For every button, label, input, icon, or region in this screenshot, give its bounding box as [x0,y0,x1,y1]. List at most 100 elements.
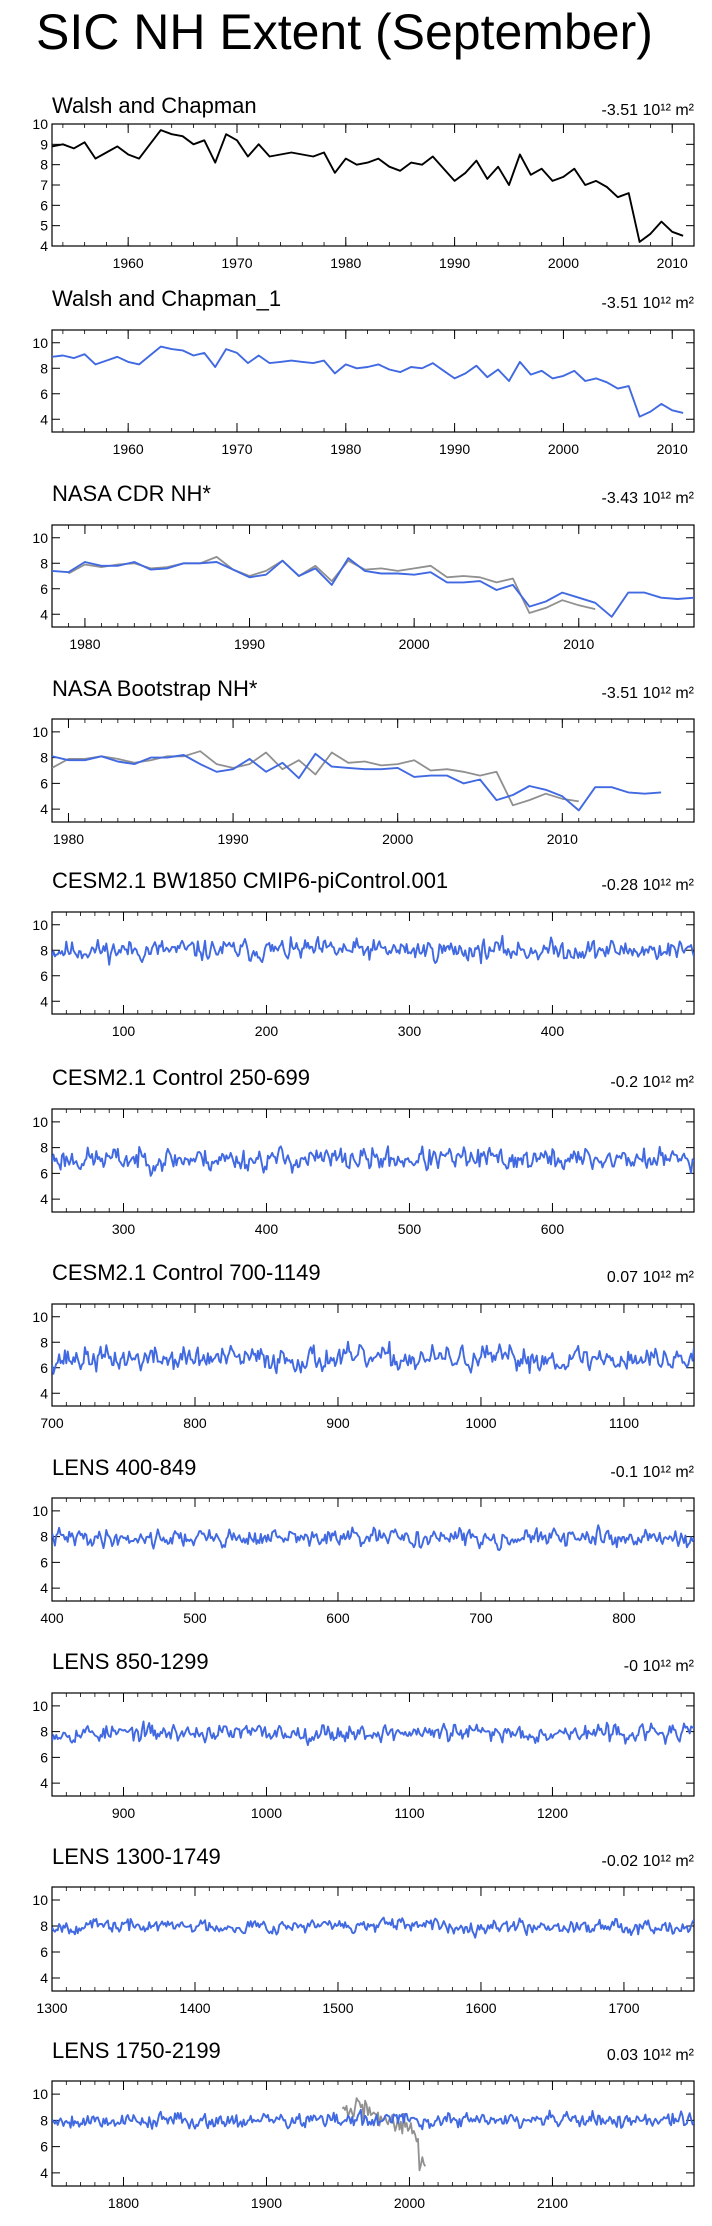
x-tick-label: 600 [326,1610,350,1626]
y-tick-label: 4 [40,1775,48,1791]
y-tick-label: 8 [40,1334,48,1350]
y-tick-label: 6 [40,1749,48,1765]
series-line [52,752,662,812]
x-tick-label: 1960 [113,255,144,271]
chart-panel: CESM2.1 BW1850 CMIP6-piControl.001 -0.28 … [32,868,694,1039]
chart-title: Walsh and Chapman_1 [52,286,281,311]
x-tick-label: 1000 [465,1415,496,1431]
chart-title: LENS 1750-2199 [52,2038,221,2063]
observation-series-line [68,556,596,614]
chart-title: LENS 1300-1749 [52,1844,221,1869]
y-tick-label: 10 [32,1309,48,1325]
chart-panel: LENS 400-849 -0.1 10¹² m² 400 500 600 700 800 4… [32,1455,694,1626]
plot-frame [51,329,695,433]
x-tick-label: 1990 [439,255,470,271]
y-tick-label: 10 [32,1698,48,1714]
trend-label: -0.28 10¹² m² [602,877,695,894]
x-tick-label: 1980 [330,255,361,271]
x-tick-label: 1990 [439,441,470,457]
x-tick-label: 1900 [251,2195,282,2211]
y-tick-label: 10 [32,1503,48,1519]
x-tick-label: 400 [541,1023,565,1039]
chart-panel: Walsh and Chapman -3.51 10¹² m² 1960 1970 19… [32,93,694,271]
y-tick-label: 9 [40,136,48,152]
y-tick-label: 10 [32,724,48,740]
y-tick-label: 6 [40,1944,48,1960]
chart-panel: LENS 850-1299 -0 10¹² m² 900 1000 1100 1200 4 6… [32,1649,694,1821]
y-tick-label: 6 [40,2139,48,2155]
y-tick-label: 4 [40,1191,48,1207]
y-tick-label: 10 [32,530,48,546]
trend-label: 0.07 10¹² m² [607,1269,695,1286]
x-tick-label: 200 [255,1023,279,1039]
x-tick-label: 800 [612,1610,636,1626]
observation-series-line [341,2097,426,2172]
x-tick-label: 1200 [537,1805,568,1821]
chart-title: CESM2.1 Control 250-699 [52,1065,310,1090]
y-tick-label: 4 [40,1385,48,1401]
y-tick-label: 10 [32,335,48,351]
page-title: SIC NH Extent (September) [36,4,653,60]
plot-frame [51,524,695,628]
chart-panel: NASA CDR NH* -3.43 10¹² m² 1980 1990 2000 201… [32,481,694,652]
x-tick-label: 400 [255,1221,279,1237]
x-tick-label: 600 [541,1221,565,1237]
y-tick-label: 8 [40,157,48,173]
x-tick-label: 1700 [608,2000,639,2016]
y-tick-label: 8 [40,2112,48,2128]
y-tick-label: 4 [40,238,48,254]
x-tick-label: 1990 [217,831,248,847]
y-tick-label: 4 [40,993,48,1009]
series-line [52,557,694,618]
trend-label: -0.2 10¹² m² [610,1074,694,1091]
plot-frame [51,123,695,247]
x-tick-label: 500 [183,1610,207,1626]
y-tick-label: 6 [40,581,48,597]
y-tick-label: 8 [40,942,48,958]
trend-label: -3.51 10¹² m² [602,102,695,119]
y-tick-label: 4 [40,2165,48,2181]
y-tick-label: 4 [40,606,48,622]
x-tick-label: 1980 [69,636,100,652]
plot-frame [51,2080,695,2187]
plot-frame [51,1303,695,1407]
x-tick-label: 2000 [394,2195,425,2211]
x-tick-label: 1100 [609,1415,639,1431]
chart-panel: CESM2.1 Control 250-699 -0.2 10¹² m² 300 40… [32,1065,694,1237]
trend-label: 0.03 10¹² m² [607,2047,695,2064]
chart-panel: Walsh and Chapman_1 -3.51 10¹² m² 1960 1970… [32,286,694,457]
plot-frame [51,718,695,823]
x-tick-label: 700 [40,1415,64,1431]
y-tick-label: 4 [40,1970,48,1986]
y-tick-label: 8 [40,360,48,376]
y-tick-label: 8 [40,1724,48,1740]
y-tick-label: 8 [40,750,48,766]
chart-title: Walsh and Chapman [52,93,257,118]
x-tick-label: 800 [183,1415,207,1431]
plot-frame [51,1692,695,1797]
y-tick-label: 10 [32,116,48,132]
x-tick-label: 2010 [657,441,688,457]
y-tick-label: 8 [40,1529,48,1545]
trend-label: -0.1 10¹² m² [610,1464,694,1481]
x-tick-label: 900 [112,1805,136,1821]
y-tick-label: 6 [40,197,48,213]
x-tick-label: 700 [469,1610,493,1626]
plot-frame [51,1497,695,1602]
x-tick-label: 1990 [234,636,265,652]
trend-label: -3.51 10¹² m² [602,685,695,702]
y-tick-label: 4 [40,1580,48,1596]
x-tick-label: 1970 [221,441,252,457]
series-line [52,345,684,418]
y-tick-label: 5 [40,218,48,234]
x-tick-label: 1100 [394,1805,424,1821]
y-tick-label: 8 [40,555,48,571]
x-tick-label: 1300 [36,2000,67,2016]
y-tick-label: 6 [40,1360,48,1376]
x-tick-label: 1980 [330,441,361,457]
series-line [52,934,694,966]
plot-frame [51,911,695,1015]
chart-title: NASA Bootstrap NH* [52,676,258,701]
